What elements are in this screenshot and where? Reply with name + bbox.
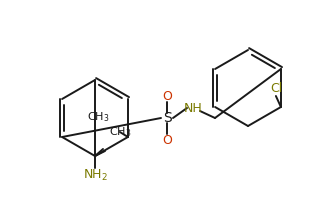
Text: O: O <box>162 134 172 147</box>
Text: CH$_3$: CH$_3$ <box>87 110 110 124</box>
Text: Cl: Cl <box>270 83 282 95</box>
Text: NH$_2$: NH$_2$ <box>82 168 107 183</box>
Text: S: S <box>162 111 171 125</box>
Text: CH$_3$: CH$_3$ <box>109 125 131 139</box>
Text: O: O <box>162 90 172 102</box>
Text: NH: NH <box>183 101 202 115</box>
